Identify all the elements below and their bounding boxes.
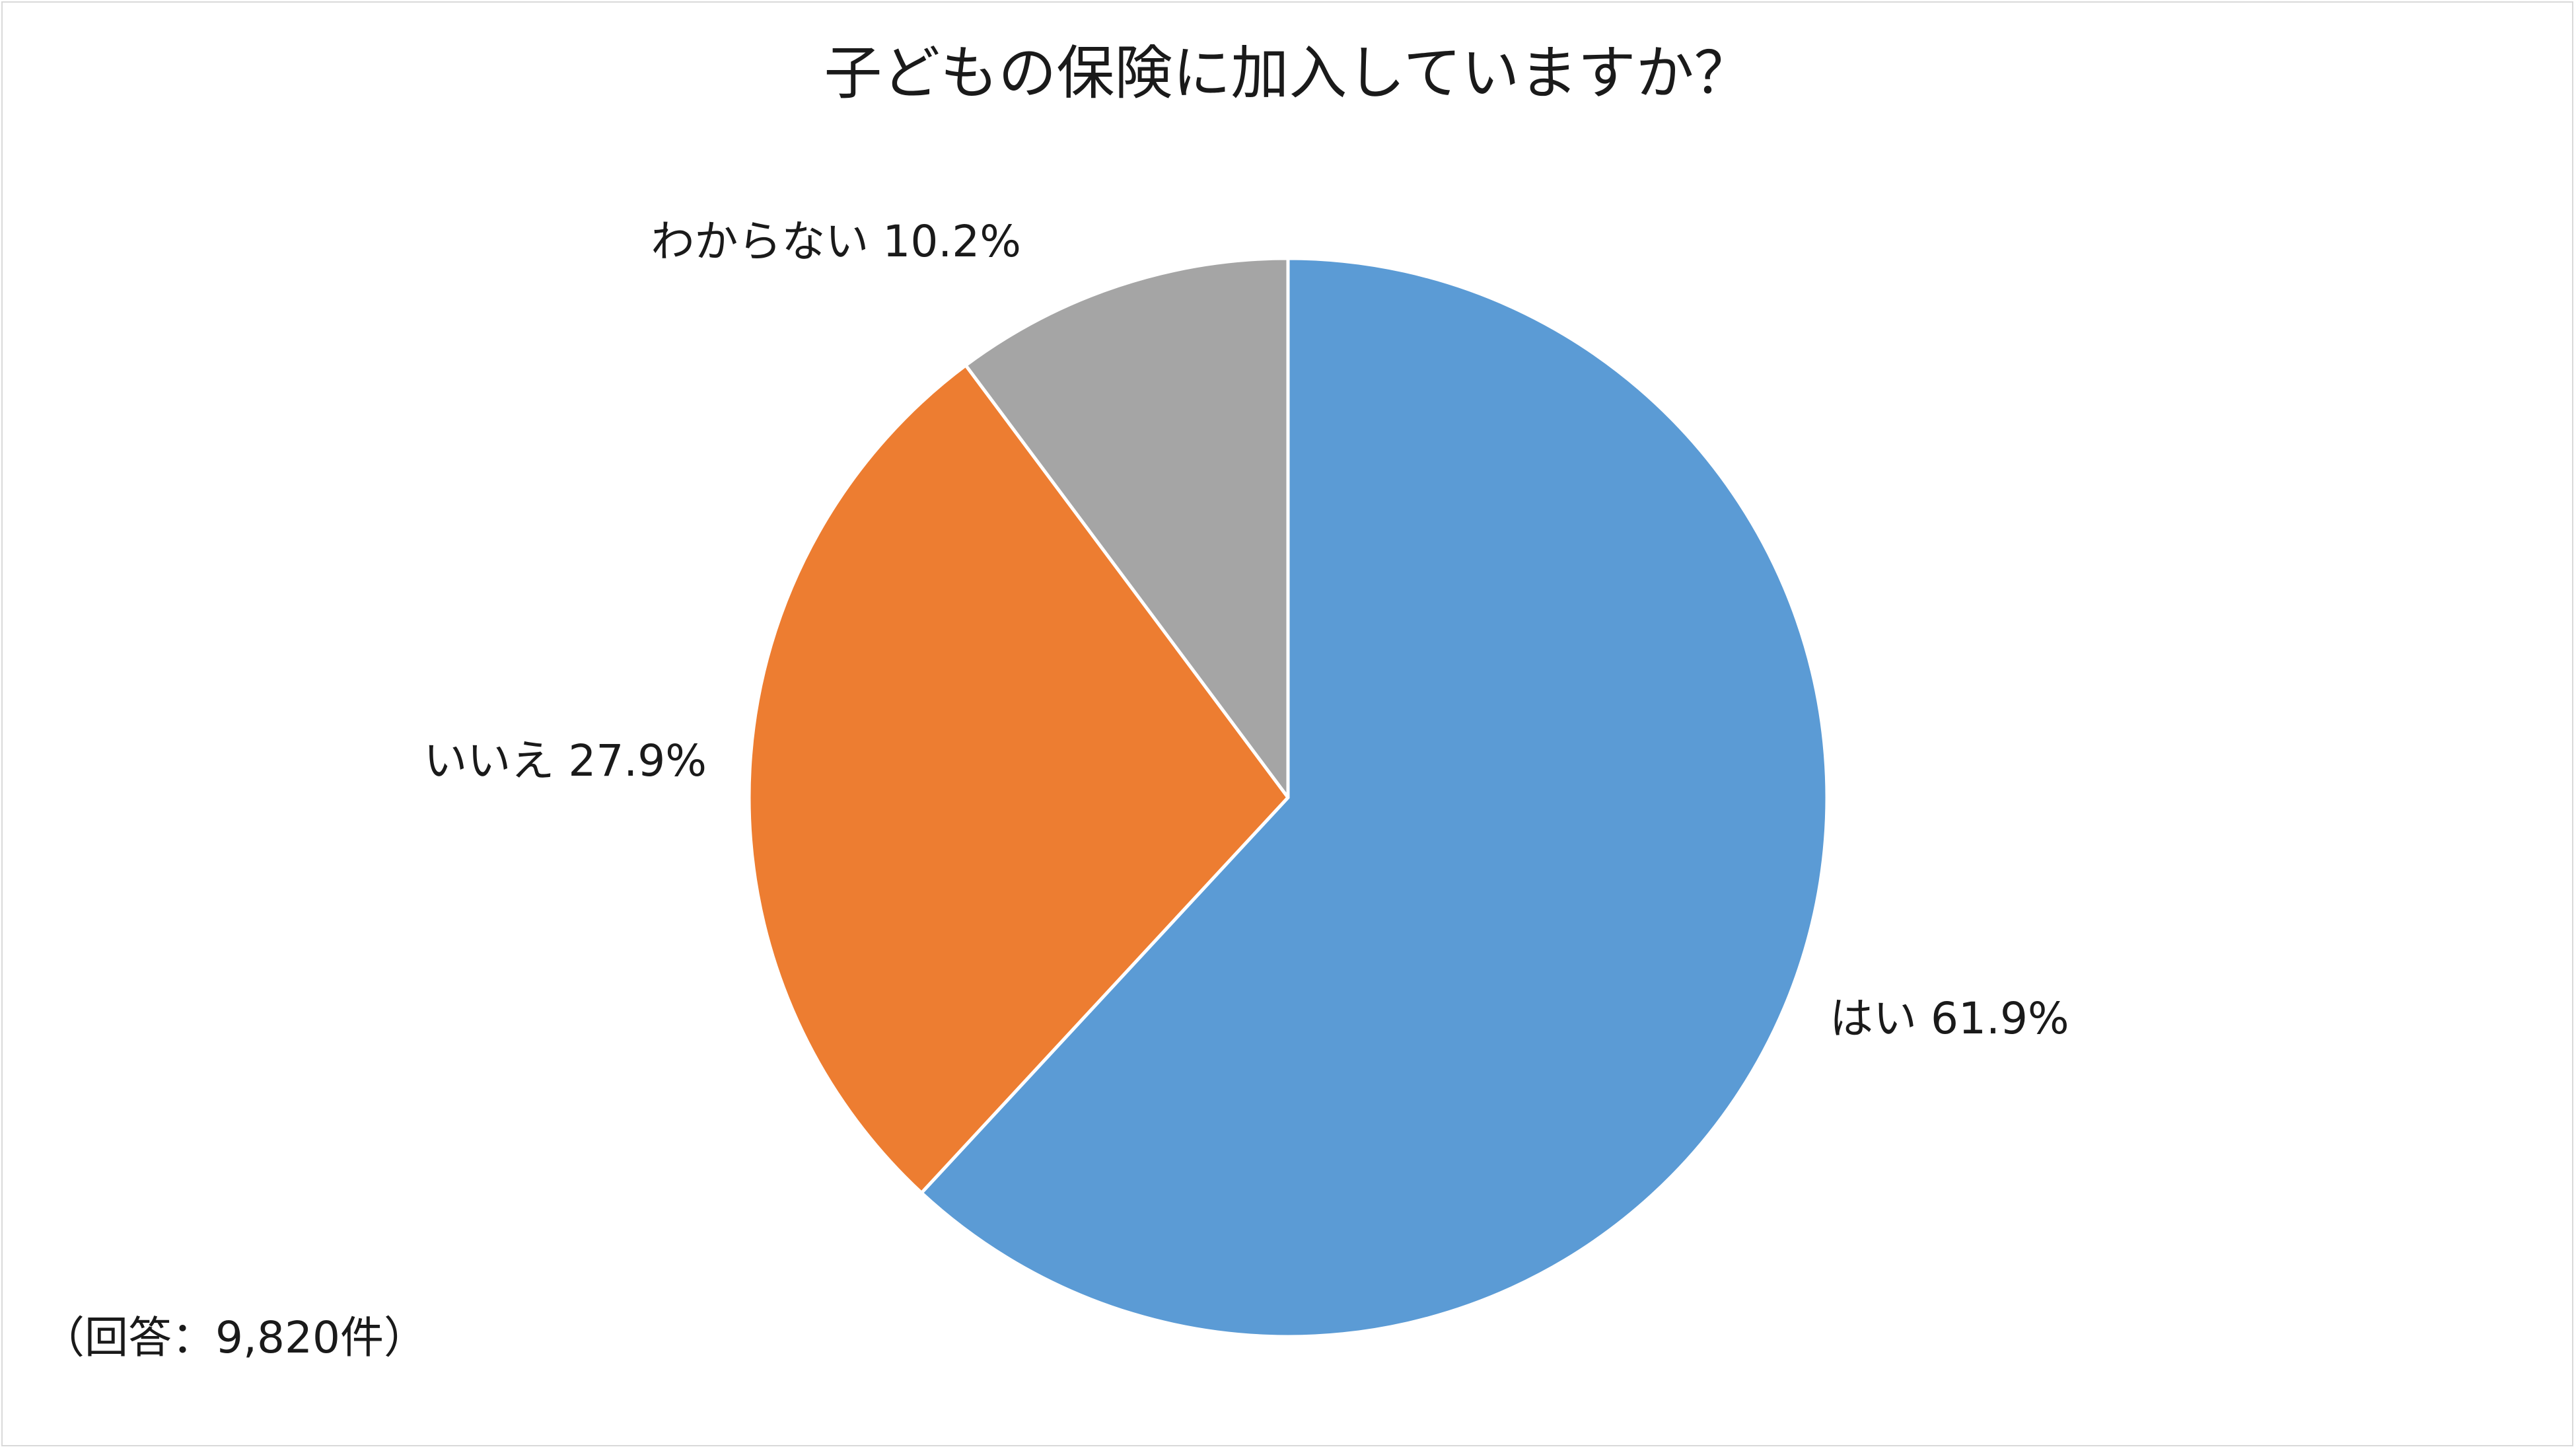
label-yes: はい 61.9% xyxy=(1830,993,2069,1044)
slice-unknown xyxy=(964,256,1290,799)
label-no: いいえ 27.9% xyxy=(423,735,707,786)
pie-labels: はい 61.9% いいえ 27.9% わからない 10.2% xyxy=(423,216,2069,1044)
slice-yes xyxy=(919,256,1829,1339)
label-unknown: わからない 10.2% xyxy=(651,216,1021,267)
pie-slices xyxy=(747,256,1829,1339)
slice-no xyxy=(747,363,1290,1195)
response-count-note: （回答：9,820件） xyxy=(41,1312,427,1363)
chart-title: 子どもの保険に加入していますか？ xyxy=(824,39,1752,107)
